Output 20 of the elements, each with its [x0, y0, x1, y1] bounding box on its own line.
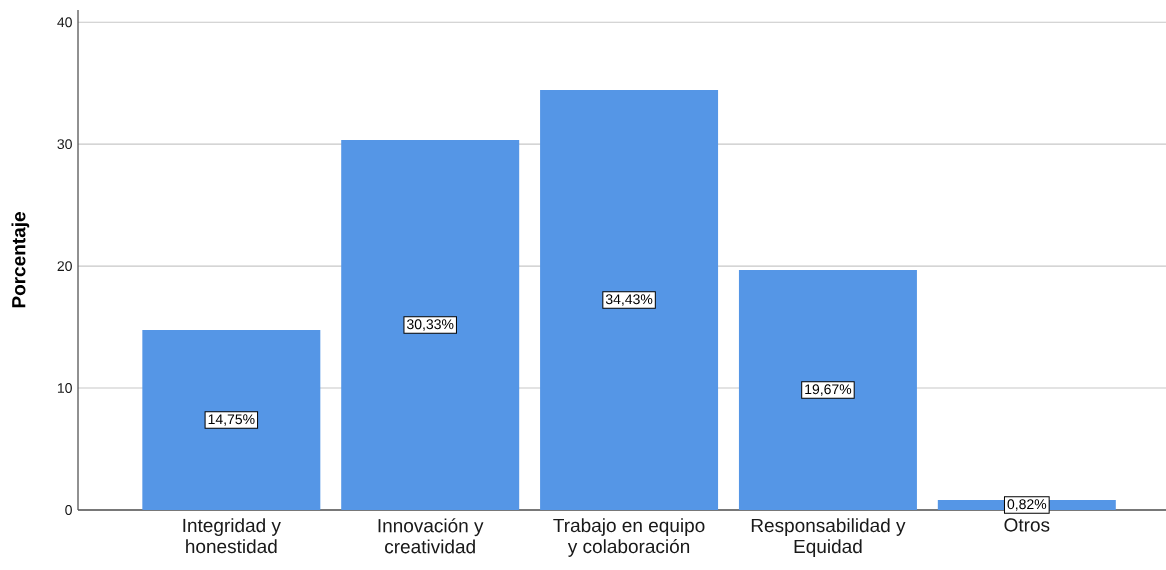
x-tick-label: Integridad y honestidad — [183, 518, 281, 554]
x-tick-label: Trabajo en equipo y colaboración — [553, 518, 705, 557]
y-tick-label: 0 — [65, 505, 72, 515]
bar — [341, 140, 520, 510]
x-tick-label: Otros — [1004, 518, 1050, 532]
y-axis-title: Porcentaje — [11, 212, 30, 308]
y-tick-label: 20 — [57, 261, 72, 272]
x-tick-label: Responsabilidad y Equidad — [751, 518, 906, 557]
x-tick-label: Innovación y creatividad — [378, 518, 484, 554]
data-label: 34,43% — [605, 294, 653, 306]
data-label: 14,75% — [208, 414, 255, 426]
y-tick-label: 30 — [57, 139, 72, 150]
y-tick-label: 10 — [57, 383, 72, 394]
data-label: 30,33% — [406, 319, 454, 331]
bar — [738, 270, 917, 510]
bar — [540, 90, 719, 510]
y-tick-label: 40 — [57, 17, 72, 28]
data-label: 19,67% — [805, 384, 852, 396]
data-label: 0,82% — [1007, 499, 1047, 511]
bar — [142, 330, 321, 510]
